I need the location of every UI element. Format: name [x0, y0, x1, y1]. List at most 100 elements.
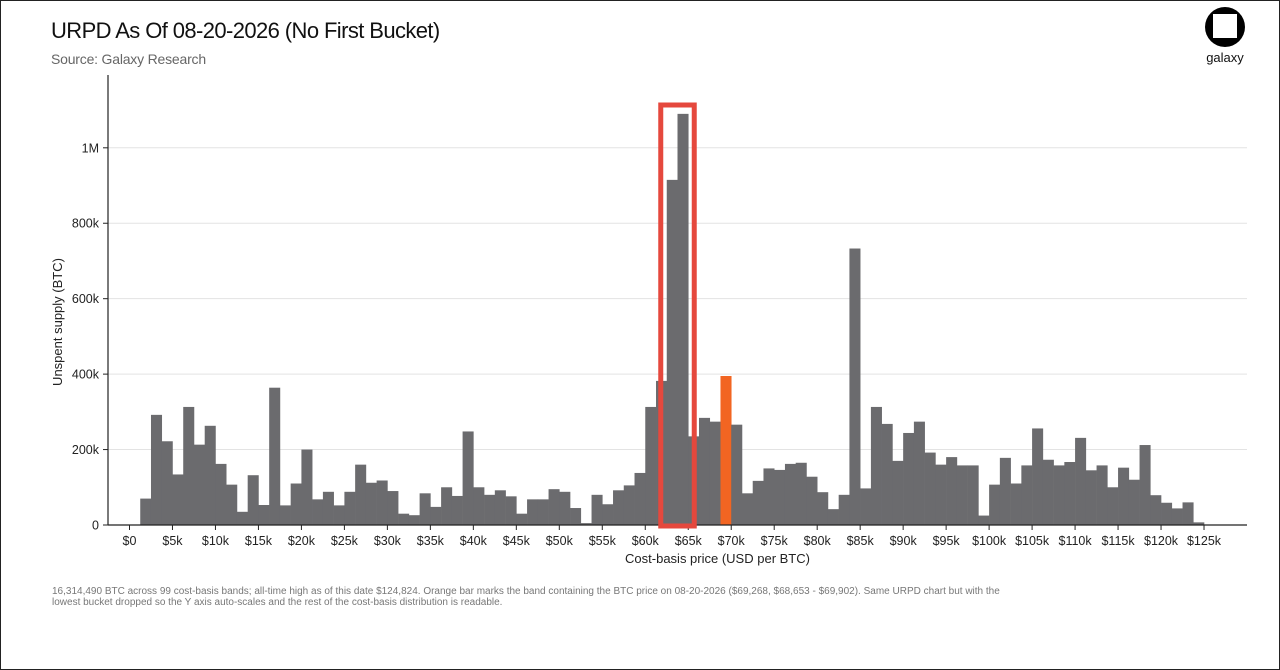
bar [666, 179, 678, 526]
bar [236, 511, 248, 525]
bar [322, 491, 334, 525]
x-tick-label: $110k [1059, 534, 1093, 548]
bar [774, 469, 786, 525]
bar [1139, 445, 1151, 525]
bar [806, 476, 818, 525]
bar [1010, 483, 1022, 525]
bar [462, 431, 474, 525]
bar [978, 515, 990, 525]
bar [430, 506, 442, 525]
x-tick-label: $65k [675, 534, 703, 548]
bar [312, 499, 324, 525]
bar [1032, 428, 1044, 525]
bar [204, 425, 216, 525]
bar [860, 488, 872, 525]
bar [527, 499, 539, 525]
bar [634, 472, 646, 525]
x-axis-label: Cost-basis price (USD per BTC) [625, 551, 810, 566]
bar [1161, 502, 1173, 525]
bar [1107, 487, 1119, 525]
bar [441, 487, 453, 525]
x-tick-label: $25k [331, 534, 359, 548]
galaxy-logo-icon [1205, 7, 1245, 47]
x-tick-label: $55k [589, 534, 617, 548]
bar [677, 113, 689, 525]
galaxy-logo: galaxy [1200, 6, 1250, 65]
bar [559, 491, 571, 525]
bar [301, 449, 313, 525]
bar [226, 484, 238, 525]
bar [1042, 459, 1054, 525]
bar [698, 417, 711, 525]
x-tick-label: $75k [761, 534, 789, 548]
y-tick-label: 200k [72, 443, 100, 457]
x-tick-label: $120k [1144, 534, 1179, 548]
x-tick-label: $40k [460, 534, 488, 548]
x-tick-label: $85k [847, 534, 875, 548]
x-tick-label: $5k [162, 534, 183, 548]
x-tick-label: $0 [123, 534, 137, 548]
bar [376, 480, 388, 525]
bar [172, 474, 184, 525]
x-tick-label: $125k [1187, 534, 1222, 548]
y-tick-label: 400k [72, 368, 100, 382]
bar [1128, 479, 1140, 525]
bar [1085, 470, 1097, 525]
bar [827, 509, 839, 525]
bar [999, 457, 1011, 525]
bar [451, 495, 463, 525]
bar [398, 513, 410, 525]
bar [258, 505, 270, 525]
x-tick-label: $50k [546, 534, 574, 548]
highlight-box [658, 102, 697, 529]
chart-subtitle: Source: Galaxy Research [51, 51, 206, 67]
bar [870, 406, 882, 525]
bar [193, 444, 206, 525]
bar [591, 494, 603, 525]
bar [1064, 462, 1076, 525]
bar [344, 491, 356, 525]
x-tick-label: $70k [718, 534, 746, 548]
bar-series [140, 113, 1205, 526]
x-tick-label: $30k [374, 534, 402, 548]
urpd-bar-chart: $0 $5k $10k $15k $20k $25k $30k $35k $40k $45k $50… [50, 75, 1247, 566]
bar [290, 483, 302, 525]
highlight-bar [720, 376, 732, 525]
bar [1021, 465, 1033, 525]
bar [140, 498, 152, 525]
bar [623, 485, 635, 525]
bar [709, 421, 721, 525]
bar [752, 480, 764, 525]
y-tick-label: 1M [82, 141, 99, 155]
bar [913, 421, 925, 525]
bar [537, 499, 549, 525]
bar [580, 523, 592, 525]
bar [570, 508, 582, 525]
bar [935, 464, 947, 525]
bar [1193, 522, 1205, 525]
bar [956, 465, 968, 525]
bar [279, 505, 291, 525]
y-tick-label: 600k [72, 292, 100, 306]
bar [150, 414, 163, 525]
footnote: 16,314,490 BTC across 99 cost-basis band… [52, 586, 1000, 608]
bar [494, 490, 506, 525]
x-tick-label: $105k [1015, 534, 1050, 548]
bar [903, 432, 915, 525]
bar [269, 387, 281, 525]
bar [817, 492, 829, 525]
bar [333, 505, 345, 525]
bar [473, 487, 485, 525]
bar [849, 248, 861, 525]
bar [215, 463, 227, 525]
bar [1096, 465, 1108, 525]
bar [419, 493, 431, 525]
x-tick-label: $115k [1101, 534, 1135, 548]
bar [516, 513, 528, 525]
bar [924, 452, 936, 525]
y-tick-label: 0 [92, 519, 99, 533]
bar [763, 468, 775, 525]
bar [355, 464, 367, 525]
bar [247, 475, 259, 525]
x-tick-label: $20k [288, 534, 316, 548]
